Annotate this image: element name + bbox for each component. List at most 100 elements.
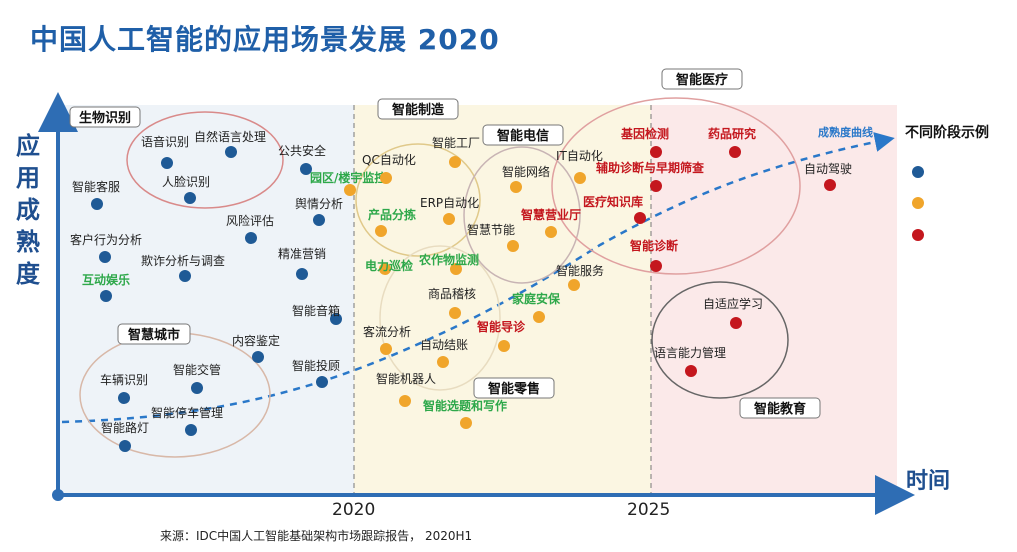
point-label: 智慧营业厅 (520, 207, 581, 222)
data-point (574, 172, 586, 184)
point-label: 医疗知识库 (583, 194, 643, 209)
group-label-box (117, 323, 191, 345)
point-label: ERP自动化 (420, 196, 479, 210)
data-point (450, 263, 462, 275)
data-point (296, 268, 308, 280)
point-label: 客户行为分析 (70, 232, 142, 247)
group-label: 智能电信 (497, 128, 549, 144)
group-ellipse (651, 281, 789, 399)
data-point (443, 213, 455, 225)
point-label: 自然语言处理 (194, 129, 266, 144)
point-label: 智能服务 (556, 263, 604, 278)
point-label: 车辆识别 (100, 372, 148, 387)
group-label-box (661, 68, 743, 90)
data-point (330, 313, 342, 325)
point-label: 智能诊断 (629, 238, 678, 253)
group-label-box (473, 377, 555, 399)
point-label: 互动娱乐 (82, 272, 130, 287)
point-label: 舆情分析 (295, 196, 343, 211)
point-label: 智能客服 (72, 179, 120, 194)
data-point (252, 351, 264, 363)
point-label: IT自动化 (556, 149, 603, 163)
point-label: 智能停车管理 (151, 405, 223, 420)
curve-label: 成熟度曲线 (818, 125, 873, 139)
group-ellipse (551, 97, 801, 275)
data-point (545, 226, 557, 238)
data-point (449, 156, 461, 168)
point-label: 欺诈分析与调查 (141, 254, 225, 268)
data-point (533, 311, 545, 323)
point-label: 药品研究 (708, 126, 756, 141)
data-point (375, 225, 387, 237)
data-point (119, 440, 131, 452)
data-point (184, 192, 196, 204)
data-point (437, 356, 449, 368)
data-point (510, 181, 522, 193)
legend-dot (912, 197, 924, 209)
point-label: 智能机器人 (376, 371, 436, 386)
x-tick-2025: 2025 (627, 500, 671, 520)
data-point (91, 198, 103, 210)
data-point (380, 172, 392, 184)
data-point (507, 240, 519, 252)
data-point (650, 146, 662, 158)
data-point (179, 270, 191, 282)
x-tick-2020: 2020 (332, 500, 376, 520)
data-point (634, 212, 646, 224)
point-label: 商品稽核 (428, 286, 476, 301)
group-label-box (482, 124, 564, 146)
zone-after-2025 (651, 105, 897, 495)
point-label: 智能导诊 (476, 319, 526, 334)
legend-dot (912, 229, 924, 241)
maturity-curve (61, 132, 895, 424)
point-label: 产品分拣 (368, 207, 416, 222)
point-label: QC自动化 (362, 153, 416, 167)
point-label: 智能交管 (173, 362, 221, 377)
y-axis-label: 应用成熟度 (16, 132, 40, 288)
point-label: 家庭安保 (512, 291, 561, 306)
data-point (824, 179, 836, 191)
data-point (300, 163, 312, 175)
data-point (729, 146, 741, 158)
point-label: 语言能力管理 (654, 345, 726, 360)
group-label: 生物识别 (79, 110, 131, 126)
point-label: 语音识别 (141, 134, 189, 149)
point-label: 自动驾驶 (804, 161, 852, 176)
group-ellipse (463, 146, 581, 284)
data-point (399, 395, 411, 407)
data-point (313, 214, 325, 226)
page-title: 中国人工智能的应用场景发展 2020 (30, 23, 500, 56)
x-axis-label: 时间 (906, 469, 951, 494)
data-point (460, 417, 472, 429)
data-point (449, 307, 461, 319)
point-label: 人脸识别 (162, 175, 210, 189)
data-point (185, 424, 197, 436)
legend-dot (912, 166, 924, 178)
point-label: 自动结账 (420, 338, 468, 352)
point-label: 客流分析 (363, 324, 411, 339)
group-ellipse (126, 111, 284, 209)
data-point (191, 382, 203, 394)
point-label: 智能路灯 (101, 420, 149, 435)
data-point (99, 251, 111, 263)
point-label: 电力巡检 (365, 258, 413, 273)
data-point (568, 279, 580, 291)
point-label: 精准营销 (278, 247, 326, 261)
data-point (380, 343, 392, 355)
point-label: 辅助诊断与早期筛查 (596, 160, 705, 175)
point-label: 自适应学习 (703, 296, 763, 311)
group-label: 智能制造 (392, 102, 445, 118)
data-point (118, 392, 130, 404)
data-point (730, 317, 742, 329)
data-point (100, 290, 112, 302)
group-label-box (739, 397, 821, 419)
data-point (379, 263, 391, 275)
data-point (344, 184, 356, 196)
point-label: 风险评估 (226, 213, 274, 228)
point-label: 智慧节能 (467, 222, 515, 237)
group-label: 智能零售 (488, 381, 540, 397)
data-point (498, 340, 510, 352)
group-label: 智能医疗 (676, 72, 728, 88)
